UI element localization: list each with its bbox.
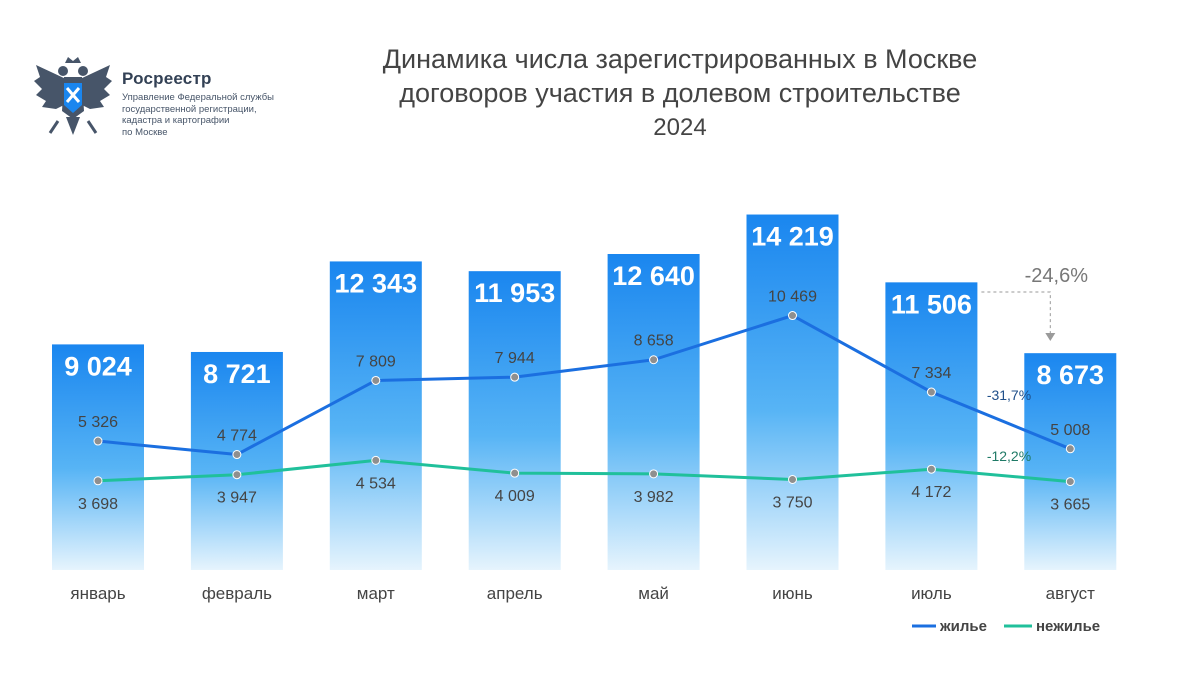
point-nonresidential	[93, 476, 103, 486]
residential-value-label: 4 774	[217, 428, 257, 445]
bar-total	[468, 271, 561, 570]
org-subtitle-line: по Москве	[122, 126, 168, 138]
bar-total	[190, 351, 283, 570]
nonresidential-value-label: 3 982	[634, 489, 674, 506]
point-residential	[926, 387, 936, 397]
point-residential	[93, 436, 103, 446]
org-subtitle: Управление Федеральной службы государств…	[122, 92, 302, 138]
point-residential	[649, 355, 659, 365]
legend-label-nonresidential: нежилье	[1036, 618, 1100, 635]
point-nonresidential	[232, 470, 242, 480]
org-subtitle-line: кадастра и картографии	[122, 115, 230, 126]
bar-value-label: 11 953	[474, 278, 555, 308]
point-nonresidential	[788, 475, 797, 484]
bar-value-label: 12 640	[612, 261, 695, 291]
annotation-arrow-line	[981, 291, 1051, 334]
x-tick-label: февраль	[202, 584, 272, 603]
point-nonresidential	[649, 469, 659, 479]
point-residential	[510, 372, 520, 382]
org-subtitle-line: государственной регистрации,	[122, 103, 257, 115]
x-tick-label: январь	[70, 584, 125, 603]
bar-value-label: 14 219	[751, 222, 834, 252]
bar-total	[885, 282, 978, 570]
rosreestr-logo: Росреестр Управление Федеральной службы …	[30, 55, 300, 145]
annotation-residential-change: -31,7%	[987, 387, 1031, 403]
chart-title: Динамика числа зарегистрированных в Моск…	[330, 42, 1030, 110]
point-residential	[371, 375, 381, 385]
point-residential	[232, 450, 242, 460]
nonresidential-value-label: 4 534	[356, 475, 396, 492]
residential-value-label: 10 469	[768, 289, 817, 306]
bar-value-label: 9 024	[64, 351, 132, 381]
residential-value-label: 7 334	[911, 365, 951, 382]
line-residential	[97, 314, 1071, 457]
bar-total	[746, 214, 839, 570]
chart-title-line-2: договоров участия в долевом строительств…	[399, 78, 961, 108]
x-tick-label: апрель	[487, 584, 543, 603]
point-residential	[1065, 444, 1075, 454]
x-tick-label: июль	[911, 584, 952, 603]
bar-total	[1024, 353, 1117, 570]
nonresidential-value-label: 3 698	[78, 496, 118, 513]
bar-value-label: 11 506	[891, 289, 972, 319]
nonresidential-value-label: 3 750	[772, 495, 812, 512]
point-nonresidential	[371, 455, 381, 465]
annotation-nonresidential-change: -12,2%	[987, 448, 1031, 464]
bar-total	[607, 254, 700, 570]
org-subtitle-line: Управление Федеральной службы	[122, 92, 274, 103]
bar-value-label: 12 343	[335, 268, 418, 298]
nonresidential-value-label: 4 172	[911, 484, 951, 501]
legend-label-residential: жилье	[939, 618, 987, 635]
x-tick-label: июнь	[772, 584, 813, 603]
bar-total	[329, 261, 422, 570]
chart-subtitle-year: 2024	[653, 114, 707, 141]
point-nonresidential	[1065, 477, 1075, 487]
bar-value-label: 8 673	[1037, 360, 1105, 390]
residential-value-label: 5 008	[1050, 422, 1090, 439]
annotation-arrow-head	[1045, 333, 1056, 341]
eagle-emblem-icon	[34, 57, 112, 135]
residential-value-label: 8 658	[634, 333, 674, 350]
chart-title-line-1: Динамика числа зарегистрированных в Моск…	[382, 44, 978, 74]
line-nonresidential	[97, 458, 1071, 484]
residential-value-label: 7 809	[356, 353, 396, 370]
x-tick-label: август	[1046, 584, 1095, 603]
residential-value-label: 5 326	[78, 414, 118, 431]
residential-value-label: 7 944	[495, 350, 535, 367]
annotation-total-change: -24,6%	[1025, 265, 1089, 287]
point-nonresidential	[510, 468, 520, 478]
bar-total	[52, 344, 144, 570]
org-name: Росреестр	[122, 69, 212, 88]
nonresidential-value-label: 4 009	[495, 488, 535, 505]
x-tick-label: май	[638, 584, 669, 603]
nonresidential-value-label: 3 947	[217, 490, 257, 507]
nonresidential-value-label: 3 665	[1050, 497, 1090, 514]
point-residential	[788, 311, 797, 321]
bar-value-label: 8 721	[203, 359, 271, 389]
x-tick-label: март	[357, 584, 395, 603]
point-nonresidential	[926, 464, 936, 474]
